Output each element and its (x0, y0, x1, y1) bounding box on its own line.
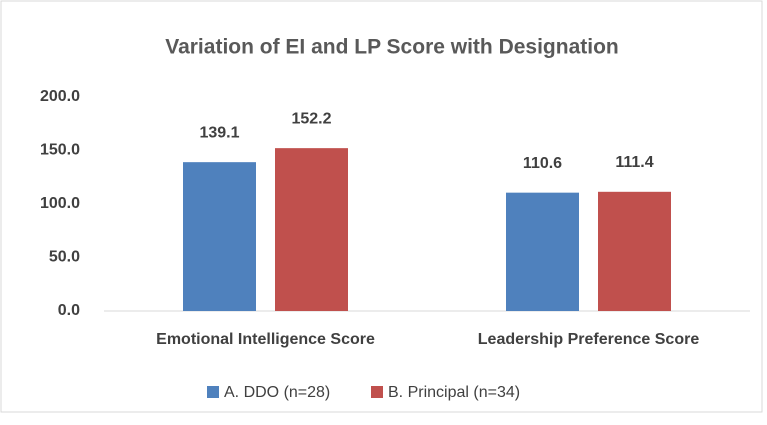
bar (183, 162, 256, 311)
value-label: 152.2 (291, 110, 331, 127)
y-tick-label: 0.0 (58, 302, 80, 319)
value-label: 139.1 (199, 124, 239, 141)
y-tick-label: 200.0 (40, 88, 80, 105)
y-tick-label: 50.0 (49, 249, 80, 266)
value-label: 110.6 (523, 155, 562, 172)
x-tick-label: Leadership Preference Score (478, 331, 700, 348)
legend-label: B. Principal (n=34) (388, 384, 520, 401)
x-tick-label: Emotional Intelligence Score (156, 331, 375, 348)
bar (275, 148, 348, 311)
bar (506, 192, 579, 311)
value-label: 111.4 (615, 154, 653, 171)
legend-swatch (207, 386, 219, 398)
legend-label: A. DDO (n=28) (224, 384, 330, 401)
y-tick-label: 150.0 (40, 142, 80, 159)
y-tick-label: 100.0 (40, 195, 80, 212)
legend-swatch (371, 386, 383, 398)
bar (598, 191, 671, 311)
chart-title: Variation of EI and LP Score with Design… (165, 36, 619, 59)
